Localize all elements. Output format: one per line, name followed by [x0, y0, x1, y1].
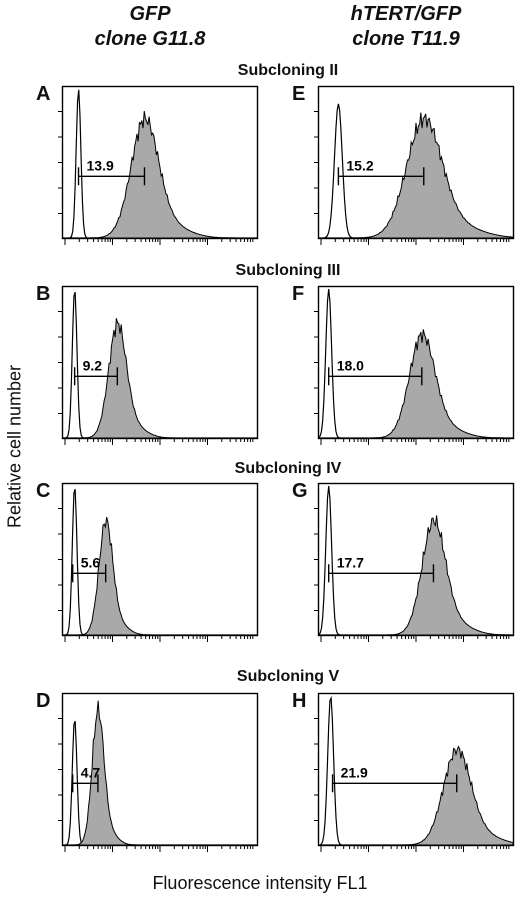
- column-title-line2: clone T11.9: [352, 28, 460, 50]
- panel-letter: F: [292, 283, 305, 305]
- histogram-panel-g: 17.7: [314, 482, 515, 642]
- histogram-filled: [319, 515, 513, 636]
- subcloning-title: Subcloning V: [236, 668, 340, 685]
- marker-value-label: 4.7: [81, 764, 101, 780]
- column-title-line1: hTERT/GFP: [350, 3, 462, 25]
- marker-value-label: 21.9: [341, 764, 368, 780]
- column-title-gfp: GFP clone G11.8: [40, 2, 260, 52]
- histogram-panel-a: 13.9: [58, 85, 259, 245]
- marker-bracket: [337, 167, 425, 186]
- subcloning-title: Subcloning IV: [234, 460, 342, 477]
- histogram-filled: [63, 318, 257, 439]
- panel-letter: E: [292, 83, 306, 105]
- marker-bracket: [327, 564, 435, 583]
- marker-bracket: [327, 367, 423, 386]
- histogram-filled: [63, 700, 257, 846]
- marker-bracket: [77, 167, 146, 186]
- x-axis-label: Fluorescence intensity FL1: [152, 873, 368, 893]
- panel-letter: B: [36, 283, 51, 305]
- histogram-filled: [63, 516, 257, 636]
- histogram-panel-c: 5.6: [58, 482, 259, 642]
- histogram-panel-h: 21.9: [314, 692, 515, 852]
- histogram-filled: [63, 111, 257, 239]
- panel-letter: A: [36, 83, 51, 105]
- marker-value-label: 15.2: [346, 157, 373, 173]
- panel-letter: C: [36, 480, 51, 502]
- column-title-line2: clone G11.8: [94, 28, 206, 50]
- histogram-panel-f: 18.0: [314, 285, 515, 445]
- y-axis-label: Relative cell number: [4, 364, 25, 529]
- histogram-filled: [319, 329, 513, 439]
- marker-bracket: [71, 564, 107, 583]
- marker-value-label: 13.9: [87, 157, 114, 173]
- column-title-line1: GFP: [129, 3, 171, 25]
- marker-value-label: 18.0: [337, 357, 364, 373]
- histogram-panel-d: 4.7: [58, 692, 259, 852]
- panel-letter: G: [292, 480, 308, 502]
- panel-letter: D: [36, 690, 51, 712]
- panel-letter: H: [292, 690, 307, 712]
- histogram-panel-b: 9.2: [58, 285, 259, 445]
- histogram-filled: [319, 112, 514, 239]
- marker-value-label: 17.7: [337, 554, 364, 570]
- histogram-panel-e: 15.2: [314, 85, 515, 245]
- histogram-filled: [319, 745, 514, 846]
- marker-bracket: [331, 774, 458, 793]
- subcloning-title: Subcloning II: [237, 62, 339, 79]
- marker-value-label: 9.2: [83, 357, 103, 373]
- marker-value-label: 5.6: [81, 554, 101, 570]
- subcloning-title: Subcloning III: [235, 262, 341, 279]
- marker-bracket: [71, 774, 99, 793]
- marker-bracket: [73, 367, 119, 386]
- column-title-htert: hTERT/GFP clone T11.9: [296, 2, 516, 52]
